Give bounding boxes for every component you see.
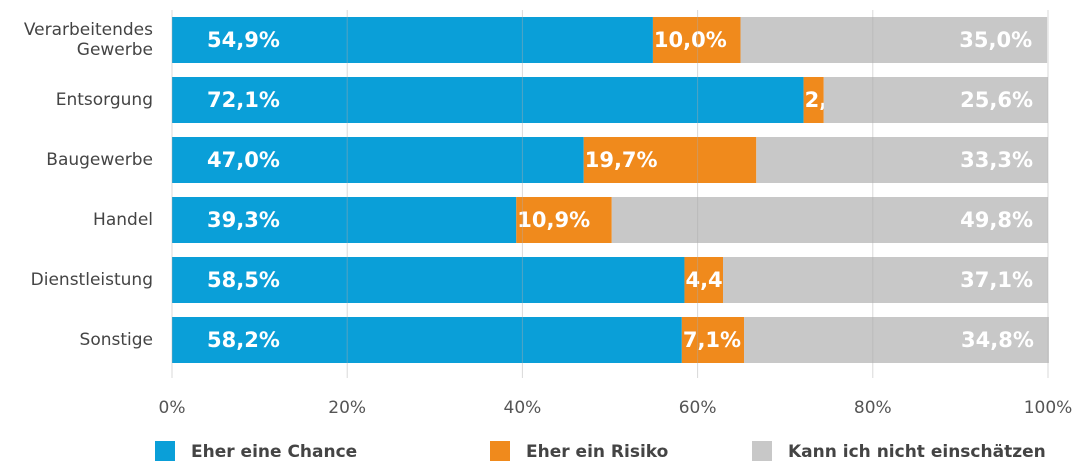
bar-segment	[583, 137, 757, 183]
value-label: 19,7%	[585, 148, 658, 172]
x-tick-label: 20%	[328, 398, 366, 418]
value-label: 34,8%	[961, 328, 1034, 352]
x-tick-label: 40%	[504, 398, 542, 418]
y-tick-label: Sonstige	[79, 330, 153, 350]
y-tick-label: Entsorgung	[55, 90, 153, 110]
value-label: 10,9%	[517, 208, 590, 232]
value-label: 58,5%	[207, 268, 280, 292]
value-label: 58,2%	[207, 328, 280, 352]
y-tick-label: Dienstleistung	[30, 270, 153, 290]
x-tick-label: 60%	[679, 398, 717, 418]
y-tick-label: Handel	[93, 210, 153, 230]
bar-segment	[823, 77, 1048, 123]
bar-segment	[172, 17, 653, 63]
value-label: 10,0%	[654, 28, 727, 52]
x-tick-label: 80%	[854, 398, 892, 418]
value-label: 33,3%	[960, 148, 1033, 172]
legend-swatch	[490, 441, 510, 461]
bar-segment	[611, 197, 1048, 243]
y-tick-label: Baugewerbe	[46, 150, 153, 170]
y-tick-label: Verarbeitendes Gewerbe	[23, 20, 153, 60]
legend-swatch	[752, 441, 772, 461]
bar-segment	[172, 257, 685, 303]
bar-segment	[803, 77, 824, 123]
bar-segment	[684, 257, 724, 303]
bar-segment	[516, 197, 612, 243]
bar-segment	[756, 137, 1048, 183]
bar-segment	[723, 257, 1048, 303]
value-label: 47,0%	[207, 148, 280, 172]
bar-segment	[172, 197, 517, 243]
value-label: 25,6%	[960, 88, 1033, 112]
bar-segment	[652, 17, 741, 63]
legend-swatch	[155, 441, 175, 461]
bar-segment	[740, 17, 1048, 63]
value-label: 39,3%	[207, 208, 280, 232]
bar-segment	[681, 317, 745, 363]
x-tick-label: 100%	[1024, 398, 1073, 418]
legend-label: Eher eine Chance	[191, 442, 357, 462]
bar-segment	[172, 317, 682, 363]
bar-segment	[744, 317, 1049, 363]
bar-segment	[172, 77, 804, 123]
bar-segment	[172, 137, 584, 183]
value-label: 7,1%	[683, 328, 741, 352]
value-label: 72,1%	[207, 88, 280, 112]
value-label: 35,0%	[959, 28, 1032, 52]
value-label: 37,1%	[960, 268, 1033, 292]
legend-label: Eher ein Risiko	[526, 442, 668, 462]
legend-label: Kann ich nicht einschätzen	[788, 442, 1046, 462]
x-tick-label: 0%	[159, 398, 186, 418]
value-label: 54,9%	[207, 28, 280, 52]
value-label: 49,8%	[960, 208, 1033, 232]
